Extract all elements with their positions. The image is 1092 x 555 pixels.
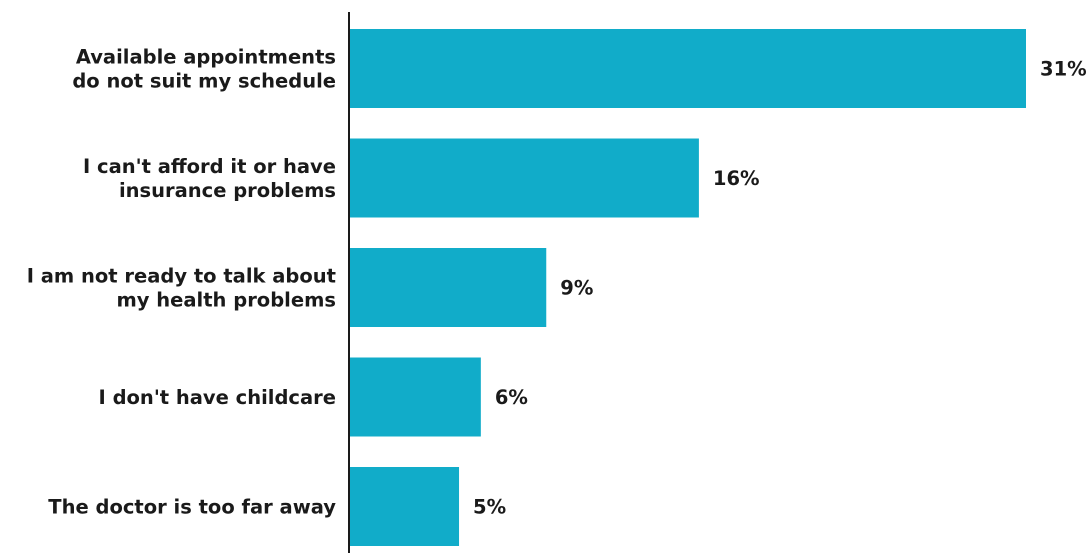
category-label-line: insurance problems bbox=[119, 179, 336, 202]
category-label-3: I don't have childcare bbox=[99, 386, 336, 409]
category-label-2: I am not ready to talk about my health pr… bbox=[27, 265, 336, 312]
category-label-line: my health problems bbox=[116, 289, 336, 312]
bar-2 bbox=[350, 248, 547, 327]
value-label-0: 31% bbox=[1040, 58, 1087, 81]
category-label-line: do not suit my schedule bbox=[72, 70, 336, 93]
bar-1 bbox=[350, 138, 699, 218]
bar-0 bbox=[350, 29, 1026, 108]
value-label-3: 6% bbox=[495, 386, 528, 409]
bar-4 bbox=[350, 467, 460, 546]
value-label-4: 5% bbox=[473, 496, 506, 519]
category-label-4: The doctor is too far away bbox=[48, 496, 336, 519]
bar-3 bbox=[350, 357, 481, 437]
category-label-line: I can't afford it or have bbox=[83, 155, 336, 178]
category-label-1: I can't afford it or have insurance probl… bbox=[83, 155, 336, 202]
category-label-line: The doctor is too far away bbox=[48, 496, 336, 519]
value-label-2: 9% bbox=[560, 277, 593, 300]
category-label-line: Available appointments bbox=[76, 46, 336, 69]
bars-group bbox=[350, 29, 1026, 546]
category-label-0: Available appointments do not suit my sch… bbox=[72, 46, 336, 93]
category-label-line: I am not ready to talk about bbox=[27, 265, 336, 288]
value-label-1: 16% bbox=[713, 167, 760, 190]
category-labels-group: Available appointments do not suit my sch… bbox=[27, 46, 337, 519]
category-label-line: I don't have childcare bbox=[99, 386, 336, 409]
value-labels-group: 31% 16% 9% 6% 5% bbox=[473, 58, 1087, 519]
